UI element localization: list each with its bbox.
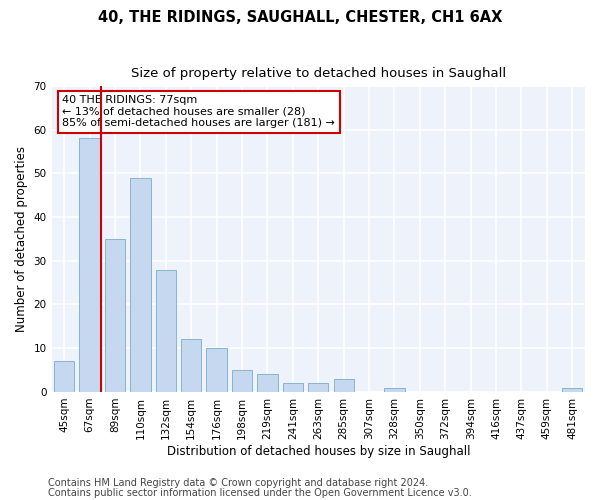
X-axis label: Distribution of detached houses by size in Saughall: Distribution of detached houses by size … <box>167 444 470 458</box>
Title: Size of property relative to detached houses in Saughall: Size of property relative to detached ho… <box>131 68 506 80</box>
Bar <box>385 388 404 392</box>
Bar <box>257 374 278 392</box>
Bar <box>130 178 151 392</box>
Bar <box>54 362 74 392</box>
Bar <box>283 383 303 392</box>
Bar <box>155 270 176 392</box>
Bar <box>334 379 354 392</box>
Bar <box>105 239 125 392</box>
Text: Contains HM Land Registry data © Crown copyright and database right 2024.: Contains HM Land Registry data © Crown c… <box>48 478 428 488</box>
Y-axis label: Number of detached properties: Number of detached properties <box>15 146 28 332</box>
Bar <box>308 383 328 392</box>
Text: Contains public sector information licensed under the Open Government Licence v3: Contains public sector information licen… <box>48 488 472 498</box>
Bar <box>562 388 583 392</box>
Bar <box>232 370 252 392</box>
Bar <box>181 340 202 392</box>
Text: 40, THE RIDINGS, SAUGHALL, CHESTER, CH1 6AX: 40, THE RIDINGS, SAUGHALL, CHESTER, CH1 … <box>98 10 502 25</box>
Bar <box>79 138 100 392</box>
Bar <box>206 348 227 392</box>
Text: 40 THE RIDINGS: 77sqm
← 13% of detached houses are smaller (28)
85% of semi-deta: 40 THE RIDINGS: 77sqm ← 13% of detached … <box>62 95 335 128</box>
